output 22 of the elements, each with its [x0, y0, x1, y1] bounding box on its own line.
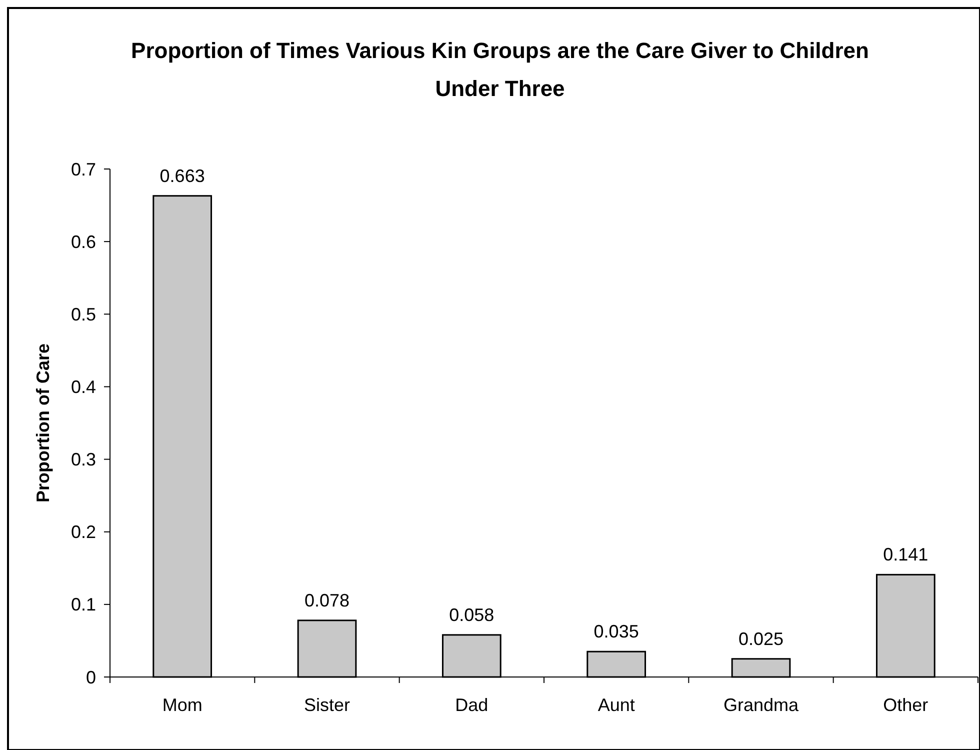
data-label: 0.141	[883, 544, 928, 565]
chart-title: Proportion of Times Various Kin Groups are the Care Giver to Children Under Three	[131, 38, 869, 101]
x-tick-label: Sister	[304, 695, 350, 715]
x-tick-label: Mom	[162, 695, 202, 715]
data-label: 0.025	[738, 628, 784, 649]
y-tick-label: 0.7	[70, 159, 96, 180]
y-tick-label: 0.4	[70, 377, 96, 398]
data-label: 0.035	[594, 622, 639, 642]
data-label: 0.663	[160, 166, 205, 186]
y-tick-label: 0.6	[70, 232, 96, 252]
data-label: 0.058	[449, 604, 494, 625]
x-tick-label: Dad	[455, 695, 488, 715]
y-tick-label: 0	[86, 667, 96, 688]
y-tick-label: 0.3	[70, 450, 96, 470]
data-label: 0.078	[304, 590, 350, 610]
x-tick-label: Other	[883, 695, 928, 715]
x-tick-label: Aunt	[598, 695, 635, 715]
y-tick-label: 0.2	[70, 522, 96, 542]
y-tick-label: 0.5	[70, 304, 96, 324]
x-tick-label: Grandma	[723, 695, 800, 715]
y-axis-title: Proportion of Care	[33, 343, 53, 503]
y-tick-label: 0.1	[70, 594, 96, 615]
